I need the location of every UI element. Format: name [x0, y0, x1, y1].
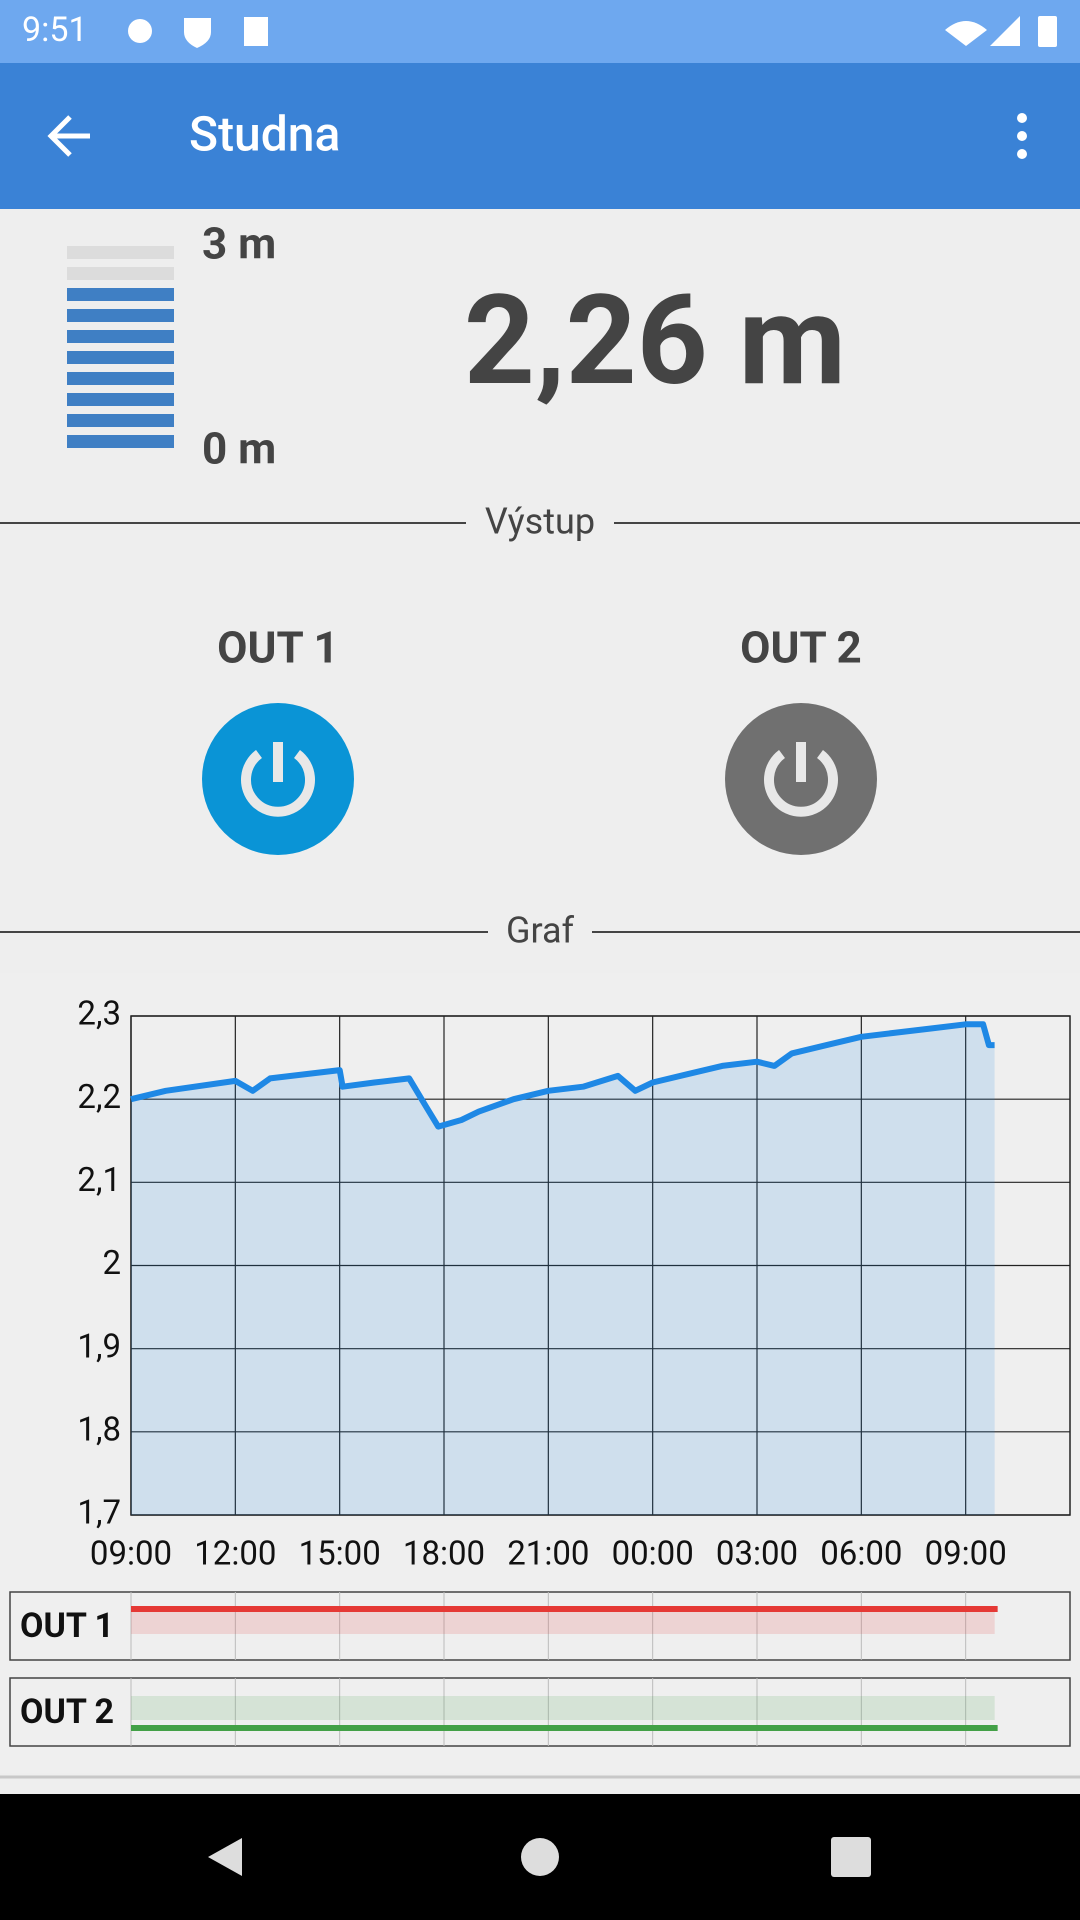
x-tick-label: 09:00: [925, 1535, 1007, 1574]
level-bar-filled: [67, 288, 174, 301]
power-icon: [241, 749, 315, 817]
menu-button[interactable]: [1017, 113, 1027, 159]
status-icon: [184, 18, 211, 48]
output-label: OUT 2: [740, 622, 862, 674]
status-icon: [244, 17, 268, 46]
status-time: 9:51: [22, 10, 88, 50]
level-value: 2,26 m: [464, 269, 846, 414]
level-indicator: [67, 246, 174, 448]
level-bar-filled: [67, 435, 174, 448]
nav-back[interactable]: [208, 1838, 242, 1876]
y-tick-label: 2: [102, 1244, 121, 1283]
y-tick-label: 2,2: [77, 1078, 121, 1117]
x-tick-label: 00:00: [612, 1535, 694, 1574]
battery-icon: [1038, 16, 1057, 47]
x-tick-label: 18:00: [403, 1535, 485, 1574]
level-bar-filled: [67, 414, 174, 427]
track-band: [131, 1696, 995, 1720]
x-tick-label: 15:00: [299, 1535, 381, 1574]
output-button[interactable]: [725, 703, 877, 855]
track-box: [9, 1677, 1071, 1747]
y-tick-label: 1,7: [77, 1494, 121, 1533]
status-bar: [0, 0, 1080, 63]
status-icon: [128, 19, 152, 43]
y-tick-label: 2,3: [77, 995, 121, 1034]
line-area: [131, 1024, 995, 1515]
section-title: Výstup: [485, 501, 595, 543]
x-tick-label: 09:00: [90, 1535, 172, 1574]
power-icon: [764, 749, 838, 817]
level-max: 3 m: [202, 218, 276, 270]
level-bar-filled: [67, 330, 174, 343]
x-tick-label: 03:00: [716, 1535, 798, 1574]
track-label: OUT 1: [20, 1606, 114, 1646]
level-bar-filled: [67, 372, 174, 385]
x-tick-label: 06:00: [820, 1535, 902, 1574]
back-button[interactable]: [47, 115, 90, 157]
chart-area: [0, 973, 1080, 1773]
section-title: Graf: [506, 910, 575, 952]
y-tick-label: 1,9: [77, 1327, 121, 1366]
output-label: OUT 1: [217, 622, 339, 674]
wifi-icon: [945, 21, 987, 46]
level-bar-empty: [67, 246, 174, 259]
nav-home[interactable]: [521, 1838, 559, 1876]
app-bar: [0, 63, 1080, 209]
y-tick-label: 1,8: [77, 1411, 121, 1450]
level-min: 0 m: [202, 423, 276, 475]
nav-recents[interactable]: [831, 1837, 871, 1877]
level-bar-filled: [67, 309, 174, 322]
track-band: [131, 1610, 995, 1634]
level-bar-empty: [67, 267, 174, 280]
line: [130, 1021, 995, 1130]
y-tick-label: 2,1: [77, 1161, 121, 1200]
level-bar-filled: [67, 351, 174, 364]
x-tick-label: 21:00: [507, 1535, 589, 1574]
output-button[interactable]: [202, 703, 354, 855]
x-tick-label: 12:00: [194, 1535, 276, 1574]
chart: 1,7 1,8 1,9 2 2,1 2,2 2,3 09:00 12:00 15:00 18:00 2…: [9, 995, 1071, 1747]
track-box: [9, 1591, 1071, 1661]
track-label: OUT 2: [20, 1692, 114, 1732]
level-bar-filled: [67, 393, 174, 406]
app-title: Studna: [189, 106, 340, 163]
signal-icon: [990, 16, 1020, 46]
